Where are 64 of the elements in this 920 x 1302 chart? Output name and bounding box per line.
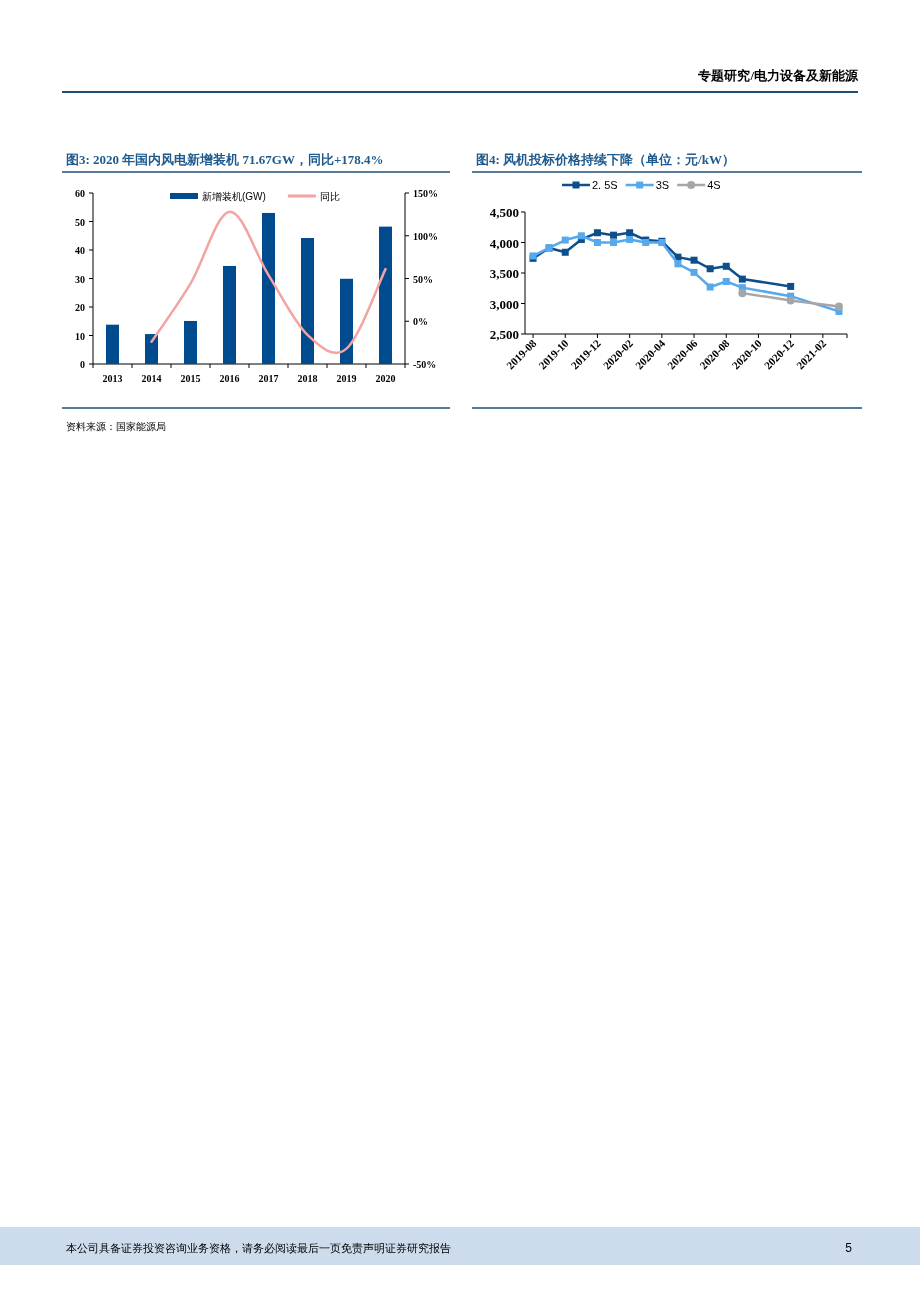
text: 本公司具备证券投资咨询业务资格，请务必阅读最后一页免责声明证券研究报告 — [66, 1242, 451, 1254]
bar — [379, 226, 392, 364]
y-tick-label: 20 — [75, 302, 85, 313]
bar — [145, 334, 158, 364]
y-tick-label: 10 — [75, 330, 85, 342]
x-tick-label: 2017 — [258, 373, 279, 384]
x-tick-label: 2015 — [180, 373, 201, 384]
point — [626, 229, 634, 237]
legend-label: 3S — [655, 179, 670, 191]
y2-tick-label: 0% — [413, 316, 428, 328]
point — [593, 229, 601, 237]
y-tick-label: 60 — [75, 188, 85, 199]
point — [626, 235, 634, 243]
point — [787, 282, 795, 290]
legend-label: 4S — [707, 179, 721, 191]
y-tick-label: 2,500 — [489, 327, 519, 342]
x-tick-label: 2018 — [297, 373, 318, 384]
bar — [340, 278, 353, 364]
x-tick-label: 2013 — [102, 373, 123, 384]
y2-tick-label: 150% — [413, 188, 438, 199]
bar — [184, 320, 197, 364]
y-tick-label: 4,000 — [489, 235, 519, 251]
point — [610, 231, 618, 239]
point — [674, 260, 682, 268]
point — [690, 256, 698, 264]
point — [610, 239, 618, 246]
point — [738, 275, 746, 283]
legend-label: 新增装机(GW) — [202, 191, 266, 202]
y-tick-label: 50 — [75, 216, 85, 228]
y2-tick-label: 50% — [413, 273, 433, 285]
x-tick-label: 2014 — [141, 373, 162, 384]
point — [593, 239, 601, 246]
x-tick-label: 2016 — [219, 373, 240, 384]
point — [561, 248, 569, 256]
point — [738, 289, 747, 298]
point — [561, 236, 569, 244]
bar — [262, 212, 275, 364]
point — [722, 262, 730, 270]
bar — [301, 238, 314, 364]
y2-tick-label: -50% — [413, 359, 437, 370]
point — [834, 302, 843, 311]
y-tick-label: 3,000 — [489, 296, 519, 312]
legend-label: 2. 5S — [592, 179, 618, 191]
y2-tick-label: 100% — [413, 230, 438, 242]
legend-label: 同比 — [319, 191, 340, 202]
y-tick-label: 40 — [75, 245, 85, 256]
bar — [223, 265, 236, 364]
chart-title: 图4: 风机投标价格持续下降（单位：元/kW） — [476, 152, 735, 167]
point — [722, 278, 730, 286]
point — [786, 296, 795, 305]
chart-title: 图3: 2020 年国内风电新增装机 71.67GW，同比+178.4% — [66, 152, 384, 167]
y-tick-label: 30 — [75, 273, 85, 285]
x-tick-label: 2020 — [375, 373, 396, 384]
bar — [106, 324, 119, 364]
y-tick-label: 4,500 — [489, 205, 519, 220]
y-tick-label: 0 — [80, 359, 85, 370]
text: 专题研究/电力设备及新能源 — [697, 68, 859, 83]
text: 资料来源：国家能源局 — [66, 421, 166, 432]
point — [706, 283, 714, 291]
text: 5 — [845, 1241, 853, 1255]
x-tick-label: 2019 — [336, 373, 357, 384]
point — [706, 265, 714, 273]
y-tick-label: 3,500 — [489, 266, 519, 281]
point — [690, 268, 698, 276]
